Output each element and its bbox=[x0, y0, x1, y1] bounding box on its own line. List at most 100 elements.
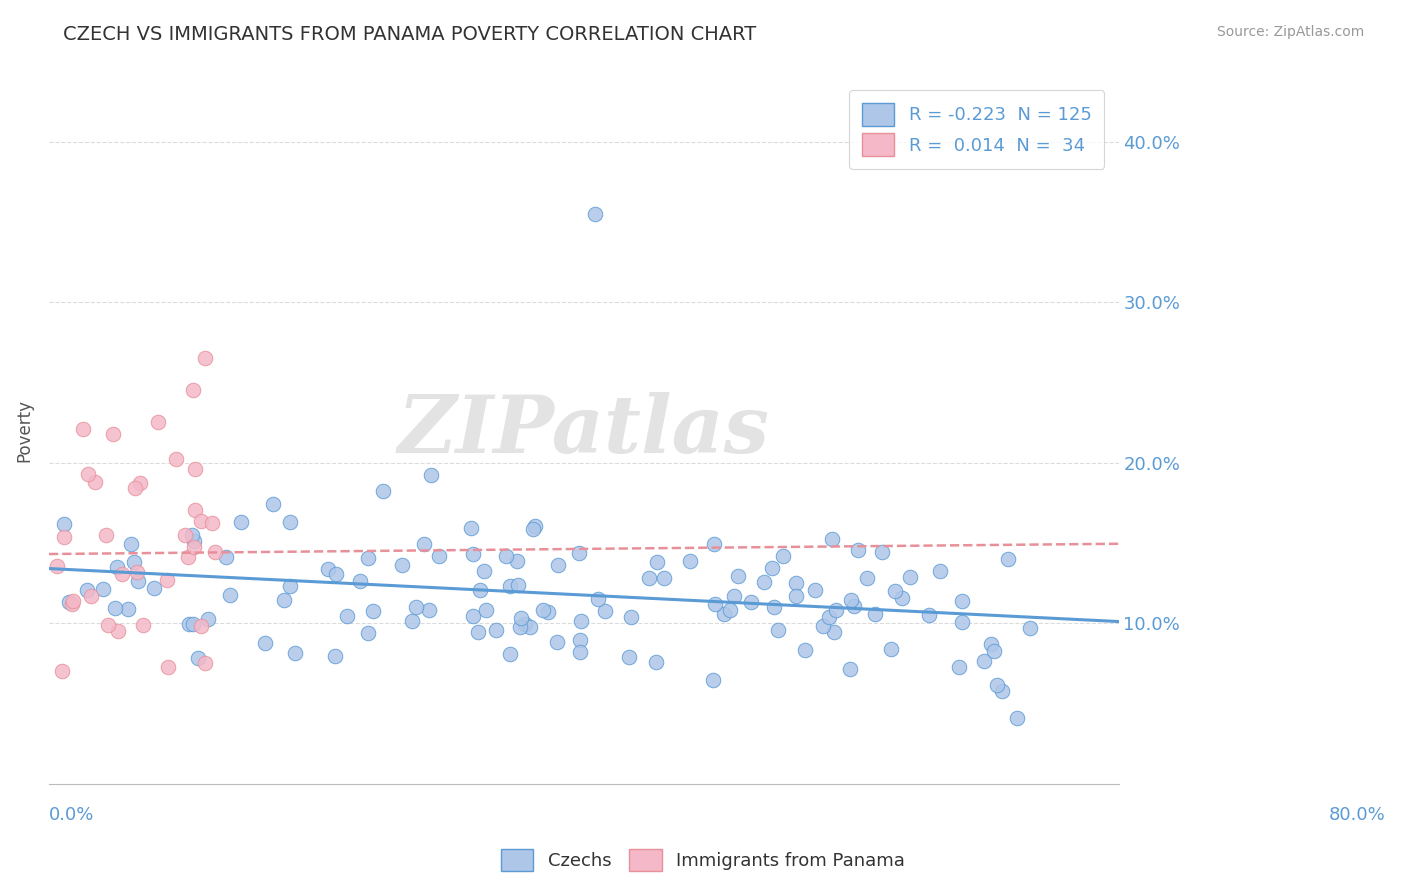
Point bbox=[883, 583, 905, 598]
Point bbox=[880, 642, 903, 657]
Point bbox=[703, 597, 725, 611]
Point bbox=[62, 594, 84, 608]
Point bbox=[219, 588, 242, 602]
Point bbox=[184, 462, 207, 476]
Point bbox=[419, 467, 441, 482]
Legend: R = -0.223  N = 125, R =  0.014  N =  34: R = -0.223 N = 125, R = 0.014 N = 34 bbox=[849, 90, 1104, 169]
Point bbox=[60, 597, 83, 611]
Point bbox=[825, 602, 848, 616]
Point bbox=[498, 579, 520, 593]
Point bbox=[190, 514, 212, 528]
Point bbox=[702, 673, 724, 687]
Point bbox=[129, 476, 152, 491]
Point bbox=[766, 623, 789, 637]
Point bbox=[948, 659, 970, 673]
Point bbox=[855, 571, 877, 585]
Point bbox=[509, 620, 531, 634]
Point bbox=[703, 536, 725, 550]
Point bbox=[418, 603, 440, 617]
Point bbox=[357, 626, 380, 640]
Point bbox=[273, 593, 295, 607]
Point bbox=[76, 583, 98, 598]
Point bbox=[569, 614, 592, 628]
Point bbox=[1019, 621, 1042, 635]
Point bbox=[499, 647, 522, 661]
Text: 80.0%: 80.0% bbox=[1329, 806, 1386, 824]
Point bbox=[183, 617, 205, 632]
Point bbox=[461, 547, 484, 561]
Point bbox=[522, 522, 544, 536]
Point bbox=[361, 604, 384, 618]
Y-axis label: Poverty: Poverty bbox=[15, 399, 32, 462]
Point bbox=[718, 602, 741, 616]
Point bbox=[839, 593, 862, 607]
Point bbox=[373, 483, 395, 498]
Point bbox=[818, 610, 841, 624]
Point bbox=[94, 527, 117, 541]
Point bbox=[336, 608, 359, 623]
Point bbox=[157, 660, 180, 674]
Point bbox=[391, 558, 413, 572]
Point bbox=[785, 589, 807, 603]
Point bbox=[679, 554, 702, 568]
Point bbox=[46, 559, 69, 574]
Point bbox=[278, 515, 301, 529]
Point bbox=[262, 497, 284, 511]
Point bbox=[983, 644, 1005, 658]
Point bbox=[537, 605, 560, 619]
Point bbox=[980, 637, 1002, 651]
Point bbox=[950, 615, 973, 629]
Point bbox=[215, 549, 238, 564]
Point bbox=[278, 579, 301, 593]
Point bbox=[52, 516, 75, 531]
Point bbox=[547, 558, 569, 573]
Point bbox=[652, 571, 675, 585]
Point bbox=[77, 467, 100, 481]
Point bbox=[898, 570, 921, 584]
Point bbox=[51, 664, 73, 678]
Point bbox=[485, 624, 508, 638]
Point bbox=[950, 593, 973, 607]
Point bbox=[197, 612, 219, 626]
Point bbox=[586, 591, 609, 606]
Point bbox=[973, 654, 995, 668]
Point bbox=[723, 589, 745, 603]
Point bbox=[72, 422, 94, 436]
Point bbox=[929, 564, 952, 578]
Point bbox=[727, 569, 749, 583]
Point bbox=[104, 600, 127, 615]
Point bbox=[1005, 711, 1028, 725]
Point bbox=[401, 614, 423, 628]
Text: CZECH VS IMMIGRANTS FROM PANAMA POVERTY CORRELATION CHART: CZECH VS IMMIGRANTS FROM PANAMA POVERTY … bbox=[63, 25, 756, 44]
Point bbox=[105, 559, 128, 574]
Point bbox=[523, 519, 546, 533]
Point bbox=[506, 578, 529, 592]
Point bbox=[146, 416, 169, 430]
Point bbox=[107, 624, 129, 639]
Point bbox=[986, 678, 1008, 692]
Point bbox=[427, 549, 450, 564]
Point bbox=[509, 610, 531, 624]
Point bbox=[460, 520, 482, 534]
Point bbox=[127, 574, 149, 589]
Point bbox=[870, 545, 893, 559]
Point bbox=[569, 633, 592, 648]
Point bbox=[101, 426, 124, 441]
Point bbox=[181, 384, 204, 398]
Point bbox=[413, 537, 436, 551]
Point bbox=[84, 475, 107, 489]
Point bbox=[763, 599, 786, 614]
Point bbox=[120, 537, 142, 551]
Point bbox=[183, 540, 205, 554]
Point bbox=[568, 546, 591, 560]
Text: 0.0%: 0.0% bbox=[49, 806, 94, 824]
Point bbox=[645, 555, 668, 569]
Point bbox=[405, 600, 427, 615]
Point bbox=[785, 576, 807, 591]
Point bbox=[467, 625, 489, 640]
Point bbox=[357, 551, 380, 566]
Point bbox=[793, 643, 815, 657]
Point bbox=[823, 624, 845, 639]
Point bbox=[846, 543, 869, 558]
Point bbox=[194, 351, 217, 366]
